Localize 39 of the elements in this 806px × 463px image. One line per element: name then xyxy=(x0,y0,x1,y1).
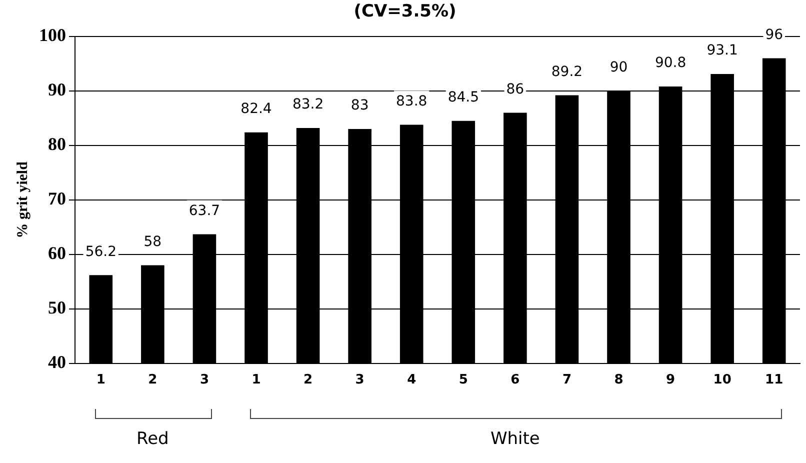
data-label: 56.2 xyxy=(85,244,116,260)
x-tick-label: 3 xyxy=(355,372,364,388)
x-tick-label: 8 xyxy=(614,372,624,388)
y-tick-label: 80 xyxy=(48,134,66,154)
x-tick-label: 10 xyxy=(713,372,732,388)
data-label: 86 xyxy=(506,81,524,98)
x-tick-label: 1 xyxy=(252,372,261,388)
x-tick-label: 6 xyxy=(510,372,520,388)
y-tick-label: 40 xyxy=(48,352,66,372)
x-tick-label: 4 xyxy=(407,372,416,388)
y-tick-label: 70 xyxy=(48,188,66,209)
data-label: 89.2 xyxy=(551,64,583,80)
y-tick-label: 50 xyxy=(48,298,66,318)
data-label: 90 xyxy=(610,60,628,76)
y-tick-label: 100 xyxy=(39,25,66,46)
data-label: 63.7 xyxy=(188,202,220,219)
data-label: 83 xyxy=(350,98,369,114)
data-label: 58 xyxy=(144,234,162,250)
y-tick-label: 60 xyxy=(48,243,66,264)
x-tick-label: 1 xyxy=(96,372,106,388)
data-label: 83.2 xyxy=(292,96,324,113)
data-label: 90.8 xyxy=(654,55,686,72)
text: Red xyxy=(136,429,169,450)
x-tick-label: 7 xyxy=(562,372,572,388)
x-tick-label: 2 xyxy=(148,372,158,388)
chart-title: (CV=3.5%) xyxy=(354,2,456,22)
data-label: 83.8 xyxy=(396,93,428,110)
y-axis-title: % grit yield xyxy=(14,160,31,238)
x-tick-label: 2 xyxy=(304,372,313,388)
data-label: 96 xyxy=(765,26,784,43)
x-tick-label: 3 xyxy=(200,372,209,388)
y-tick-label: 90 xyxy=(48,80,66,100)
text: White xyxy=(490,429,540,450)
data-label: 84.5 xyxy=(448,90,479,106)
x-tick-label: 5 xyxy=(458,372,468,388)
x-tick-label: 9 xyxy=(666,372,676,388)
data-label: 82.4 xyxy=(240,100,272,117)
data-label: 93.1 xyxy=(706,42,738,59)
x-tick-label: 11 xyxy=(765,372,784,388)
